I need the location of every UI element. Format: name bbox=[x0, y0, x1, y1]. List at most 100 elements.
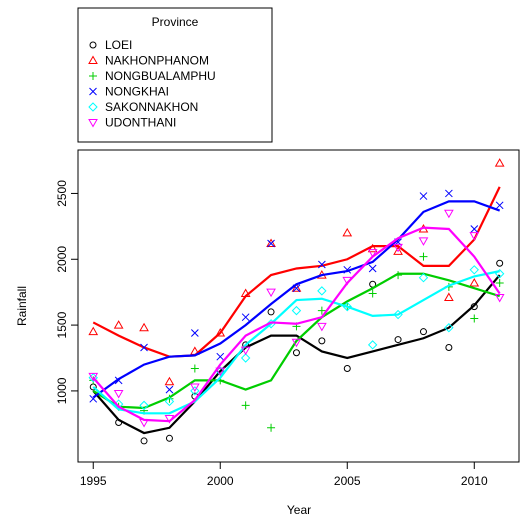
point bbox=[494, 269, 505, 279]
y-tick-label: 2500 bbox=[55, 180, 69, 207]
point bbox=[444, 292, 454, 301]
point bbox=[469, 232, 480, 241]
point bbox=[470, 303, 478, 311]
y-tick-label: 2000 bbox=[55, 246, 69, 273]
trend-line bbox=[92, 270, 500, 415]
point bbox=[240, 288, 251, 297]
point bbox=[418, 272, 429, 283]
trend-line bbox=[92, 272, 501, 410]
y-axis-label: Rainfall bbox=[15, 286, 29, 326]
plot-area bbox=[88, 158, 505, 445]
point bbox=[267, 423, 276, 432]
point bbox=[88, 372, 99, 382]
point bbox=[495, 278, 504, 287]
point bbox=[495, 201, 504, 210]
point bbox=[317, 306, 326, 315]
point bbox=[317, 286, 327, 296]
x-axis-label: Year bbox=[287, 503, 311, 517]
point bbox=[88, 326, 99, 336]
point bbox=[291, 338, 302, 348]
point bbox=[367, 243, 378, 253]
point bbox=[317, 322, 327, 332]
legend-symbol bbox=[89, 87, 97, 96]
point bbox=[165, 385, 174, 394]
legend-label: NONGKHAI bbox=[105, 85, 169, 99]
point bbox=[190, 329, 199, 337]
point bbox=[444, 209, 454, 219]
legend-label: UDONTHANI bbox=[105, 116, 176, 130]
point bbox=[190, 386, 200, 396]
point bbox=[190, 364, 199, 373]
trend-line bbox=[92, 226, 501, 423]
point bbox=[342, 276, 353, 286]
x-tick-label: 2010 bbox=[461, 474, 488, 488]
point bbox=[469, 277, 480, 287]
point bbox=[419, 252, 428, 261]
point bbox=[242, 341, 250, 349]
point bbox=[445, 343, 453, 351]
point bbox=[291, 305, 302, 316]
y-tick-label: 1000 bbox=[55, 377, 69, 404]
point bbox=[266, 288, 276, 298]
plot-frame bbox=[77, 149, 520, 463]
point bbox=[419, 328, 427, 336]
point bbox=[494, 158, 505, 167]
point bbox=[318, 337, 326, 345]
point bbox=[343, 265, 352, 274]
point bbox=[291, 283, 302, 292]
point bbox=[368, 264, 377, 273]
point bbox=[241, 401, 250, 410]
legend-entry: NONGKHAI bbox=[89, 85, 169, 99]
point bbox=[393, 246, 403, 255]
point bbox=[165, 434, 173, 442]
point bbox=[139, 419, 149, 428]
legend-label: NAKHONPHANOM bbox=[105, 54, 209, 68]
point bbox=[343, 365, 351, 373]
point bbox=[189, 383, 200, 392]
point bbox=[393, 243, 403, 253]
point bbox=[494, 293, 505, 303]
point bbox=[240, 346, 251, 356]
point bbox=[367, 340, 378, 350]
point bbox=[267, 239, 275, 248]
point bbox=[113, 390, 124, 399]
legend-label: LOEI bbox=[105, 38, 132, 52]
legend-label: SAKONNAKHON bbox=[105, 100, 198, 114]
point bbox=[469, 265, 479, 275]
point bbox=[418, 237, 429, 246]
legend-entry: SAKONNAKHON bbox=[88, 100, 198, 114]
legend-symbol bbox=[88, 119, 98, 128]
point bbox=[394, 271, 403, 280]
point bbox=[241, 313, 250, 322]
point bbox=[164, 415, 175, 424]
x-tick-label: 1995 bbox=[80, 474, 107, 488]
legend-entry: LOEI bbox=[89, 38, 132, 52]
point bbox=[216, 352, 225, 361]
point bbox=[139, 322, 149, 332]
legend-symbol bbox=[89, 41, 97, 49]
point bbox=[89, 394, 98, 403]
legend-symbol bbox=[89, 72, 97, 80]
x-tick-label: 2005 bbox=[334, 474, 361, 488]
legend-title: Province bbox=[152, 15, 199, 29]
legend-symbol bbox=[88, 55, 98, 64]
point bbox=[367, 249, 378, 258]
point bbox=[140, 437, 148, 445]
point bbox=[240, 353, 251, 363]
legend-entry: NONGBUALAMPHU bbox=[89, 69, 216, 83]
trend-line bbox=[92, 186, 501, 358]
point bbox=[215, 327, 226, 337]
point bbox=[267, 308, 275, 316]
point bbox=[342, 227, 353, 237]
point bbox=[115, 419, 123, 427]
point bbox=[444, 323, 454, 333]
legend-entry: UDONTHANI bbox=[88, 116, 176, 130]
point bbox=[165, 394, 174, 403]
point bbox=[470, 225, 479, 233]
legend-entry: NAKHONPHANOM bbox=[88, 54, 209, 68]
legend-box bbox=[77, 7, 273, 143]
point bbox=[445, 189, 453, 198]
legend-label: NONGBUALAMPHU bbox=[105, 69, 216, 83]
